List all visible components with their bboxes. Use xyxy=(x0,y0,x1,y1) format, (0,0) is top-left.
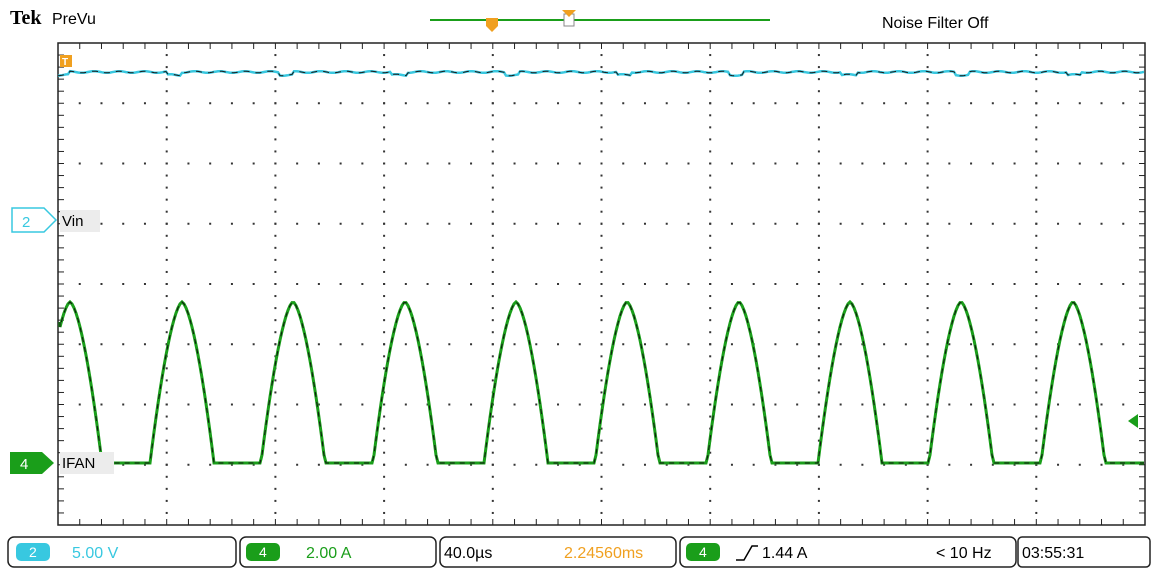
trace-vin xyxy=(57,69,1145,78)
trigger-position-value: 2.24560ms xyxy=(564,545,643,562)
channel-2-marker[interactable]: 2 xyxy=(11,207,58,233)
ch2-scale-readout[interactable]: 2 5.00 V xyxy=(7,536,237,568)
timebase-value: 40.0µs xyxy=(444,545,492,562)
trace-ifan xyxy=(58,299,1144,465)
clock-value: 03:55:31 xyxy=(1022,545,1084,562)
trigger-marker-icon: T xyxy=(60,55,72,68)
clock-readout: 03:55:31 xyxy=(1017,536,1151,568)
rising-edge-icon xyxy=(736,545,758,561)
noise-filter-status: Noise Filter Off xyxy=(882,15,989,32)
status-bar: 2 5.00 V 4 2.00 A 40.0µs 2.24560ms 4 1.4… xyxy=(7,536,1151,568)
trigger-channel-number: 4 xyxy=(699,544,707,560)
trigger-position-icon xyxy=(486,10,576,32)
record-position-bar[interactable] xyxy=(430,13,770,27)
svg-text:T: T xyxy=(62,57,68,68)
trigger-readout[interactable]: 4 1.44 A < 10 Hz xyxy=(679,536,1017,568)
ch2-scale-value: 5.00 V xyxy=(72,545,119,562)
channel-4-label: IFAN xyxy=(62,455,95,472)
ch4-badge-number: 4 xyxy=(259,544,267,560)
graticule-grid xyxy=(58,43,1145,525)
ch4-scale-readout[interactable]: 4 2.00 A xyxy=(239,536,437,568)
ch2-badge-number: 2 xyxy=(29,544,37,560)
trigger-level-value: 1.44 A xyxy=(762,545,808,562)
channel-4-number: 4 xyxy=(20,456,28,473)
mode-label: PreVu xyxy=(52,11,96,28)
ch4-scale-value: 2.00 A xyxy=(306,545,352,562)
timebase-readout[interactable]: 40.0µs 2.24560ms xyxy=(439,536,677,568)
brand-logo: Tek xyxy=(10,7,42,29)
channel-4-marker[interactable]: 4 xyxy=(10,452,54,474)
channel-2-number: 2 xyxy=(22,214,30,231)
frequency-value: < 10 Hz xyxy=(936,545,992,562)
channel-2-label: Vin xyxy=(62,213,83,230)
trigger-level-icon xyxy=(1128,414,1138,428)
